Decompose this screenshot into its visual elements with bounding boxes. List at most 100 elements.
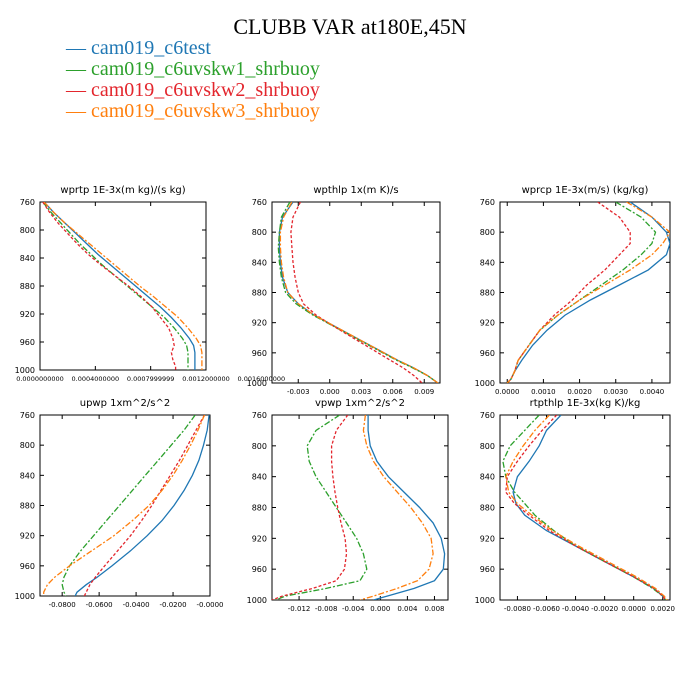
series-line-2 <box>42 202 189 370</box>
y-tick-label: 880 <box>252 504 267 513</box>
series-line-4 <box>359 415 434 600</box>
y-tick-label: 760 <box>480 198 495 207</box>
x-tick-label: -0.0060 <box>533 605 560 613</box>
series-line-3 <box>290 202 423 383</box>
series-line-2 <box>502 415 667 600</box>
x-tick-label: -0.0600 <box>86 601 113 609</box>
x-tick-label: 0.008 <box>424 605 444 613</box>
chart-panel-6: rtpthlp 1E-3x(kg K)/kg 760 800 840 880 920 960… <box>475 398 675 613</box>
series-line-4 <box>279 202 439 383</box>
y-tick-label: 760 <box>480 411 495 420</box>
x-tick-label: 0.0000000000 <box>16 375 64 383</box>
y-tick-label: 1000 <box>247 379 267 388</box>
series-line-3 <box>42 202 177 370</box>
x-tick-label: 0.009 <box>414 388 434 396</box>
chart-panel-4: upwp 1xm^2/s^2 760 800 840 880 920 960 1000 -0.0… <box>15 398 224 609</box>
series-line-3 <box>83 415 206 596</box>
series-line-1 <box>367 415 446 600</box>
series-line-1 <box>74 415 210 596</box>
y-tick-label: 800 <box>20 226 35 235</box>
y-tick-label: 880 <box>480 504 495 513</box>
x-tick-label: 0.006 <box>383 388 404 396</box>
y-tick-label: 840 <box>480 473 495 482</box>
x-tick-label: 0.000 <box>370 605 390 613</box>
chart-title: vpwp 1xm^2/s^2 <box>315 398 405 409</box>
y-tick-label: 920 <box>252 319 267 328</box>
y-tick-label: 840 <box>480 258 495 267</box>
chart-title: wprcp 1E-3x(m/s) (kg/kg) <box>522 185 649 196</box>
x-tick-label: 0.0000 <box>621 605 646 613</box>
y-tick-label: 880 <box>252 289 267 298</box>
y-tick-label: 800 <box>252 228 267 237</box>
x-tick-label: 0.0004000000 <box>72 375 120 383</box>
x-tick-label: 0.004 <box>397 605 418 613</box>
chart-title: wprtp 1E-3x(m kg)/(s kg) <box>60 185 185 196</box>
y-tick-label: 880 <box>480 289 495 298</box>
chart-title: upwp 1xm^2/s^2 <box>80 398 170 409</box>
chart-title: wpthlp 1x(m K)/s <box>313 185 398 196</box>
y-tick-label: 800 <box>20 441 35 450</box>
y-tick-label: 1000 <box>475 379 495 388</box>
y-tick-label: 920 <box>480 319 495 328</box>
y-tick-label: 960 <box>480 565 495 574</box>
series-line-4 <box>505 415 668 600</box>
series-line-1 <box>512 415 667 600</box>
y-tick-label: 1000 <box>15 592 35 601</box>
x-tick-label: -0.0000 <box>196 601 223 609</box>
y-tick-label: 880 <box>20 282 35 291</box>
y-tick-label: 760 <box>252 198 267 207</box>
series-line-2 <box>277 202 439 383</box>
x-tick-label: 0.0010 <box>531 388 556 396</box>
series-line-2 <box>506 202 657 383</box>
y-tick-label: 960 <box>252 349 267 358</box>
y-tick-label: 840 <box>20 254 35 263</box>
plot-frame <box>271 201 441 384</box>
y-tick-label: 1000 <box>247 596 267 605</box>
x-tick-label: -0.003 <box>287 388 310 396</box>
legend-item-c6uvskw2: — cam019_c6uvskw2_shrbuoy <box>66 79 320 101</box>
chart-panel-2: wpthlp 1x(m K)/s 760 800 840 880 920 960 1000 -0… <box>247 185 441 396</box>
chart-panel-1: wprtp 1E-3x(m kg)/(s kg) 760 800 840 880 920 9… <box>15 185 285 383</box>
x-tick-label: -0.0020 <box>591 605 618 613</box>
y-tick-label: 920 <box>20 310 35 319</box>
x-tick-label: 0.0030 <box>603 388 628 396</box>
x-tick-label: 0.0016000000 <box>238 375 286 383</box>
x-tick-label: 0.003 <box>351 388 371 396</box>
x-tick-label: -0.0800 <box>49 601 76 609</box>
y-tick-label: 920 <box>252 534 267 543</box>
plot-frame <box>39 414 211 597</box>
main-title: CLUBB VAR at180E,45N <box>233 14 467 39</box>
x-tick-label: -0.0040 <box>562 605 589 613</box>
y-tick-label: 840 <box>252 258 267 267</box>
legend: — cam019_c6test — cam019_c6uvskw1_shrbuo… <box>66 38 320 122</box>
chart-panel-3: wprcp 1E-3x(m/s) (kg/kg) 760 800 840 880 920 9… <box>475 185 671 396</box>
x-tick-label: -0.0400 <box>123 601 150 609</box>
x-tick-label: 0.000 <box>320 388 340 396</box>
chart-panel-5: vpwp 1xm^2/s^2 760 800 840 880 920 960 1000 -0.0… <box>247 398 449 613</box>
x-tick-label: -0.0200 <box>160 601 187 609</box>
series-line-4 <box>43 202 203 370</box>
y-tick-label: 960 <box>20 562 35 571</box>
series-line-1 <box>278 202 439 383</box>
legend-item-c6uvskw1: — cam019_c6uvskw1_shrbuoy <box>66 58 320 80</box>
series-line-2 <box>275 415 368 600</box>
series-line-3 <box>506 202 631 383</box>
y-tick-label: 880 <box>20 502 35 511</box>
y-tick-label: 840 <box>20 471 35 480</box>
x-tick-label: 0.0012000000 <box>182 375 230 383</box>
y-tick-label: 760 <box>252 411 267 420</box>
series-line-1 <box>43 202 196 370</box>
series-line-4 <box>43 415 206 596</box>
chart-title: rtpthlp 1E-3x(kg K)/kg <box>530 398 641 409</box>
y-tick-label: 800 <box>252 442 267 451</box>
x-tick-label: -0.0080 <box>504 605 531 613</box>
y-tick-label: 920 <box>480 534 495 543</box>
x-tick-label: -0.012 <box>288 605 311 613</box>
plot-frame <box>271 414 449 601</box>
x-tick-label: -0.004 <box>342 605 365 613</box>
x-tick-label: 0.0020 <box>567 388 592 396</box>
series-line-3 <box>272 415 349 600</box>
x-tick-label: -0.008 <box>315 605 338 613</box>
series-line-1 <box>506 202 670 383</box>
